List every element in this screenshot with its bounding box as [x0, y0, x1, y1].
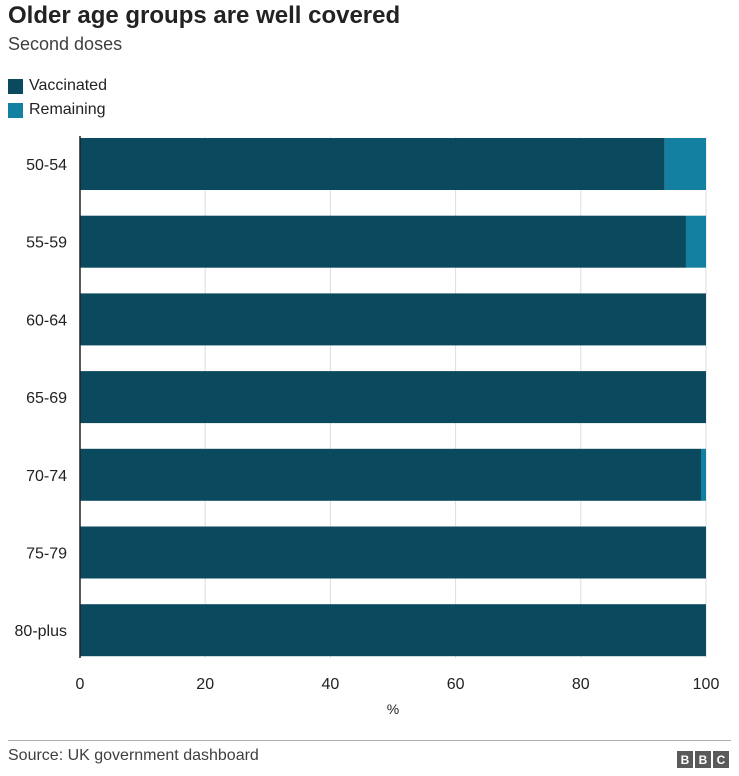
bbc-logo: B B C — [677, 751, 729, 768]
bar-vaccinated-80-plus — [80, 604, 706, 657]
legend-item-remaining: Remaining — [8, 98, 107, 122]
bbc-logo-letter: B — [677, 751, 693, 768]
x-tick-label: 60 — [447, 676, 465, 693]
category-label: 55-59 — [26, 235, 67, 252]
bar-vaccinated-65-69 — [80, 371, 706, 424]
legend: Vaccinated Remaining — [8, 74, 107, 122]
bar-remaining-50-54 — [664, 138, 706, 190]
legend-swatch-remaining — [8, 102, 23, 118]
category-label: 50-54 — [26, 157, 67, 174]
bar-remaining-70-74 — [700, 448, 706, 501]
legend-label-vaccinated: Vaccinated — [29, 77, 107, 94]
legend-label-remaining: Remaining — [29, 101, 106, 118]
footer-divider — [8, 740, 731, 741]
bar-vaccinated-55-59 — [80, 215, 686, 268]
category-label: 80-plus — [15, 623, 67, 640]
category-label: 70-74 — [26, 468, 67, 485]
bar-vaccinated-60-64 — [80, 293, 706, 346]
x-tick-label: 100 — [693, 676, 720, 693]
category-label: 65-69 — [26, 390, 67, 407]
category-label: 75-79 — [26, 546, 67, 563]
category-label: 60-64 — [26, 312, 67, 329]
x-tick-label: 40 — [322, 676, 340, 693]
legend-swatch-vaccinated — [8, 78, 23, 94]
bar-remaining-55-59 — [685, 215, 706, 268]
x-tick-label: 20 — [196, 676, 214, 693]
source-note: Source: UK government dashboard — [8, 747, 259, 764]
chart-title: Older age groups are well covered — [8, 2, 401, 29]
bbc-logo-letter: B — [695, 751, 711, 768]
x-tick-label: 80 — [572, 676, 590, 693]
x-tick-label: 0 — [76, 676, 85, 693]
x-axis-label: % — [387, 701, 399, 717]
bar-vaccinated-70-74 — [80, 448, 701, 501]
bbc-logo-letter: C — [713, 751, 729, 768]
bar-vaccinated-50-54 — [80, 138, 665, 190]
legend-item-vaccinated: Vaccinated — [8, 74, 107, 98]
chart-subtitle: Second doses — [8, 34, 123, 54]
bar-chart: 50-54 55-59 60-64 65-69 70-74 75-79 80-plus 0 20… — [15, 136, 720, 717]
bar-vaccinated-75-79 — [80, 526, 706, 579]
